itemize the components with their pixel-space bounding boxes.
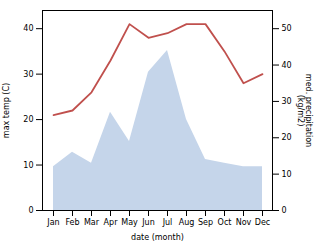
svg-text:Oct: Oct <box>218 218 232 227</box>
svg-text:40: 40 <box>282 61 292 70</box>
svg-text:May: May <box>121 218 138 227</box>
svg-text:Sep: Sep <box>198 218 213 227</box>
svg-text:max temp (C): max temp (C) <box>2 83 11 138</box>
svg-text:Nov: Nov <box>236 218 252 227</box>
svg-text:Jul: Jul <box>162 218 173 227</box>
svg-text:Jun: Jun <box>141 218 155 227</box>
svg-text:10: 10 <box>23 161 33 170</box>
svg-text:10: 10 <box>282 170 292 179</box>
svg-text:Mar: Mar <box>84 218 100 227</box>
svg-text:Aug: Aug <box>179 218 195 227</box>
svg-text:Jan: Jan <box>46 218 59 227</box>
svg-text:50: 50 <box>282 24 292 33</box>
svg-text:40: 40 <box>23 24 33 33</box>
svg-text:0: 0 <box>28 206 33 215</box>
svg-text:date (month): date (month) <box>131 233 184 242</box>
svg-text:Feb: Feb <box>65 218 79 227</box>
svg-text:0: 0 <box>282 206 287 215</box>
svg-text:20: 20 <box>282 133 292 142</box>
svg-text:Dec: Dec <box>255 218 270 227</box>
svg-text:30: 30 <box>282 97 292 106</box>
svg-text:Apr: Apr <box>104 218 119 227</box>
svg-text:med. precipitation(kg/m2): med. precipitation(kg/m2) <box>296 74 313 147</box>
svg-text:30: 30 <box>23 70 33 79</box>
svg-text:20: 20 <box>23 115 33 124</box>
